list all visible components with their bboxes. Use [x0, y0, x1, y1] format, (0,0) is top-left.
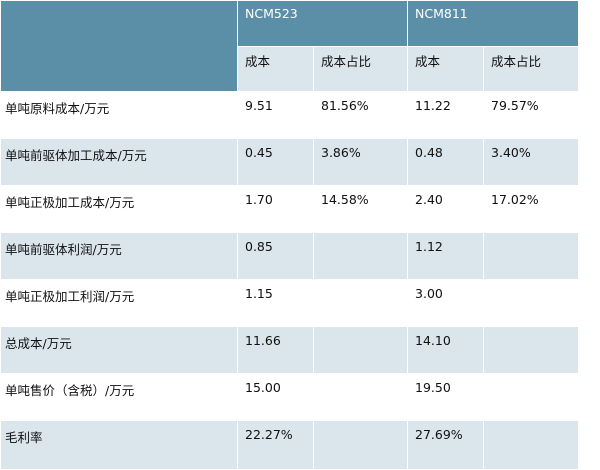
table-cell: 15.00 — [237, 373, 314, 421]
table-row: 单吨正极加工利润/万元 1.15 3.00 — [0, 279, 580, 327]
table-row: 单吨正极加工成本/万元 1.70 14.58% 2.40 17.02% — [0, 185, 580, 233]
table-row: 总成本/万元 11.66 14.10 — [0, 326, 580, 374]
group-header-ncm811: NCM811 — [407, 0, 580, 47]
row-label: 单吨前驱体加工成本/万元 — [0, 138, 238, 186]
subheader-cost-share: 成本占比 — [483, 46, 580, 92]
table-cell — [312, 373, 409, 421]
table-row: 单吨前驱体加工成本/万元 0.45 3.86% 0.48 3.40% — [0, 138, 580, 186]
table-cell — [312, 326, 409, 374]
table-cell: 22.27% — [237, 420, 314, 470]
table-row: 单吨前驱体利润/万元 0.85 1.12 — [0, 232, 580, 280]
table-cell — [312, 232, 409, 280]
table-cell: 1.12 — [407, 232, 485, 280]
table-cell: 17.02% — [483, 185, 580, 233]
table-cell — [483, 373, 580, 421]
table-cell: 27.69% — [407, 420, 485, 470]
table-cell: 14.58% — [312, 185, 409, 233]
table-row: 毛利率 22.27% 27.69% — [0, 420, 580, 470]
subheader-cost: 成本 — [237, 46, 314, 92]
table-cell: 3.86% — [312, 138, 409, 186]
row-label: 总成本/万元 — [0, 326, 238, 374]
table-cell: 81.56% — [312, 91, 409, 139]
cost-comparison-table: NCM523 NCM811 成本 成本占比 成本 成本占比 单吨原料成本/万元 … — [0, 0, 580, 470]
table-cell — [483, 326, 580, 374]
table-cell: 11.22 — [407, 91, 485, 139]
table-cell: 1.70 — [237, 185, 314, 233]
table-cell: 0.45 — [237, 138, 314, 186]
header-corner-cell — [0, 0, 238, 92]
table-cell: 9.51 — [237, 91, 314, 139]
table-cell: 3.40% — [483, 138, 580, 186]
group-header-ncm523: NCM523 — [236, 0, 409, 47]
table-row: 单吨售价（含税）/万元 15.00 19.50 — [0, 373, 580, 421]
table-row: 单吨原料成本/万元 9.51 81.56% 11.22 79.57% — [0, 91, 580, 139]
table-cell — [312, 279, 409, 327]
row-label: 单吨前驱体利润/万元 — [0, 232, 238, 280]
table-cell — [483, 420, 580, 470]
table-cell: 0.85 — [237, 232, 314, 280]
row-label: 单吨原料成本/万元 — [0, 91, 238, 139]
table-cell — [312, 420, 409, 470]
table-cell: 3.00 — [407, 279, 485, 327]
table-cell — [483, 232, 580, 280]
table-cell: 79.57% — [483, 91, 580, 139]
row-label: 毛利率 — [0, 420, 238, 470]
table-cell: 2.40 — [407, 185, 485, 233]
subheader-cost: 成本 — [407, 46, 485, 92]
table-cell — [483, 279, 580, 327]
row-label: 单吨售价（含税）/万元 — [0, 373, 238, 421]
table-cell: 0.48 — [407, 138, 485, 186]
row-label: 单吨正极加工成本/万元 — [0, 185, 238, 233]
table-cell: 11.66 — [237, 326, 314, 374]
row-label: 单吨正极加工利润/万元 — [0, 279, 238, 327]
table-cell: 1.15 — [237, 279, 314, 327]
table-cell: 19.50 — [407, 373, 485, 421]
table-cell: 14.10 — [407, 326, 485, 374]
subheader-cost-share: 成本占比 — [312, 46, 409, 92]
